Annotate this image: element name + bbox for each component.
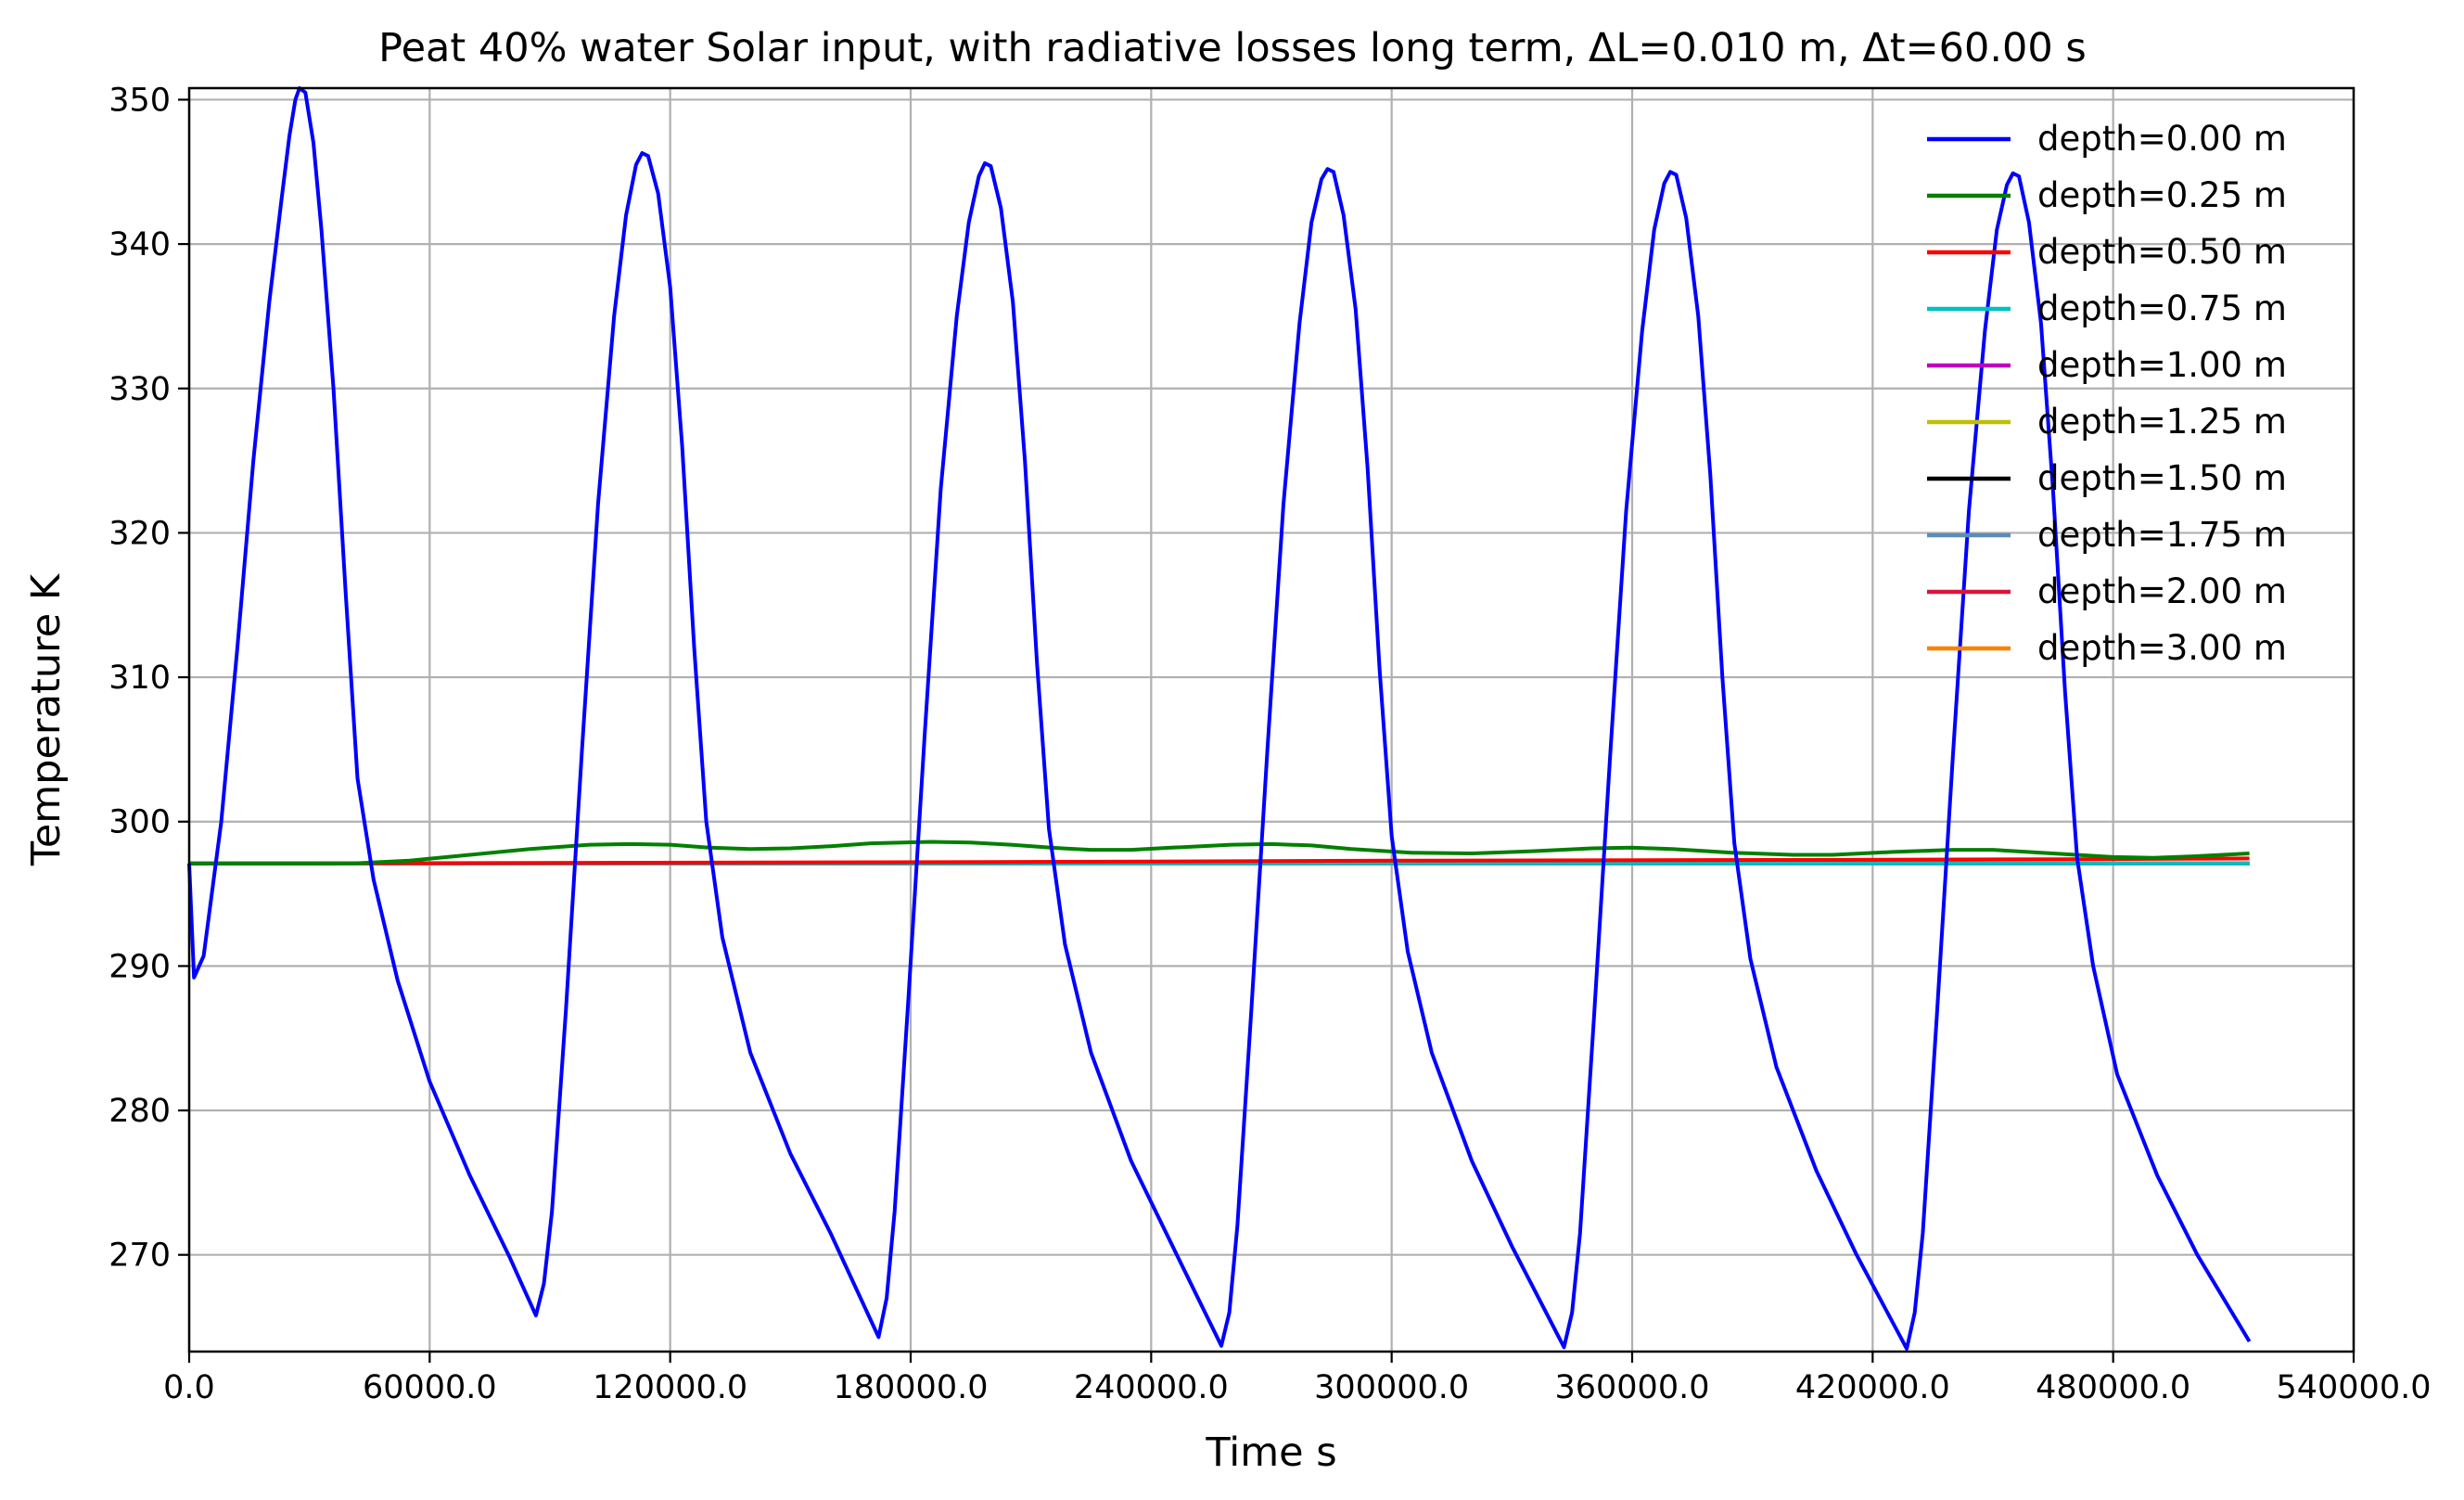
x-tick-label: 300000.0 — [1314, 1369, 1469, 1406]
y-tick-label: 310 — [109, 660, 171, 697]
series-line-2 — [188, 856, 2250, 865]
legend-label: depth=3.00 m — [2037, 628, 2287, 668]
x-axis: 0.0 60000.0 120000.0 180000.0 240000.0 300000… — [163, 1352, 2432, 1406]
series-line-0 — [187, 86, 2252, 1351]
legend: depth=0.00 m depth=0.25 m depth=0.50 m dept… — [1927, 119, 2287, 668]
legend-label: depth=0.50 m — [2037, 232, 2287, 272]
legend-label: depth=1.50 m — [2037, 458, 2287, 498]
y-tick-label: 300 — [109, 804, 171, 841]
legend-label: depth=0.00 m — [2037, 119, 2287, 159]
y-tick-label: 270 — [109, 1237, 171, 1275]
x-tick-label: 540000.0 — [2276, 1369, 2431, 1406]
y-axis: 270 280 290 300 310 320 330 340 350 — [109, 82, 189, 1275]
plot-lines — [187, 86, 2252, 1351]
y-tick-label: 340 — [109, 226, 171, 263]
legend-label: depth=1.00 m — [2037, 345, 2287, 385]
legend-label: depth=0.75 m — [2037, 288, 2287, 328]
y-axis-label: Temperature K — [23, 572, 70, 866]
y-tick-label: 350 — [109, 82, 171, 119]
y-tick-label: 320 — [109, 515, 171, 552]
x-tick-label: 60000.0 — [363, 1369, 497, 1406]
series-line-1 — [189, 840, 2250, 865]
y-tick-label: 280 — [109, 1093, 171, 1130]
x-tick-label: 360000.0 — [1554, 1369, 1709, 1406]
x-tick-label: 420000.0 — [1795, 1369, 1950, 1406]
x-tick-label: 480000.0 — [2036, 1369, 2190, 1406]
x-tick-label: 120000.0 — [593, 1369, 747, 1406]
grid — [187, 88, 2355, 1352]
legend-label: depth=2.00 m — [2037, 571, 2287, 611]
x-tick-label: 180000.0 — [833, 1369, 988, 1406]
x-axis-label: Time s — [1205, 1429, 1336, 1476]
legend-label: depth=1.75 m — [2037, 515, 2287, 555]
plot-frame — [187, 86, 2355, 1353]
x-tick-label: 0.0 — [163, 1369, 215, 1406]
x-tick-label: 240000.0 — [1074, 1369, 1229, 1406]
legend-label: depth=1.25 m — [2037, 402, 2287, 442]
chart-title: Peat 40% water Solar input, with radiati… — [378, 25, 2087, 71]
y-tick-label: 290 — [109, 948, 171, 985]
legend-label: depth=0.25 m — [2037, 175, 2287, 215]
y-tick-label: 330 — [109, 371, 171, 408]
